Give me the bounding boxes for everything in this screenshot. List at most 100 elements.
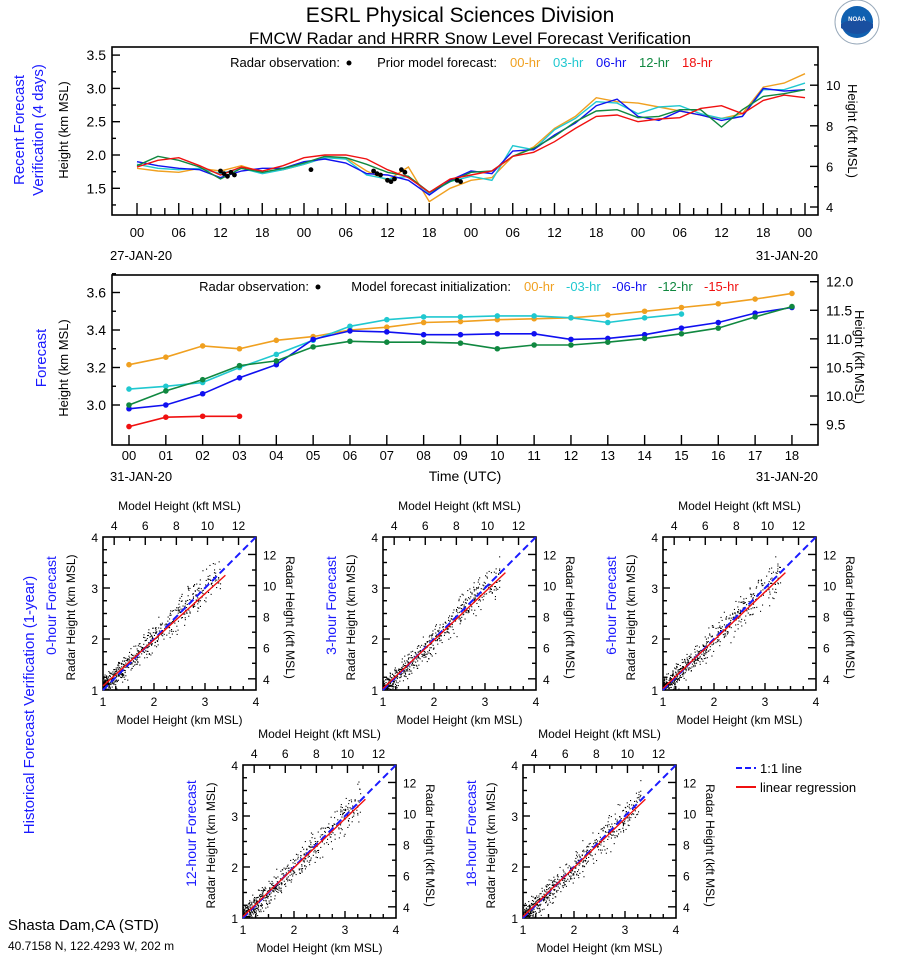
scatter-point xyxy=(471,609,473,611)
scatter-point xyxy=(732,612,734,614)
scatter-point xyxy=(147,634,149,636)
scatter-point xyxy=(526,914,528,916)
scatter-point xyxy=(415,653,417,655)
scatter-point xyxy=(344,809,346,811)
scatter-point xyxy=(295,874,297,876)
scatter-point xyxy=(109,686,111,688)
scatter-point xyxy=(735,600,737,602)
scatter-point xyxy=(777,568,779,570)
scatter-point xyxy=(310,859,312,861)
scatter-point xyxy=(267,906,269,908)
scatter-point xyxy=(619,804,621,806)
scatter-point xyxy=(721,619,723,621)
scatter-point xyxy=(578,859,580,861)
scatter-point xyxy=(749,587,751,589)
scatter-point xyxy=(622,821,624,823)
scatter-point xyxy=(777,570,779,572)
scatter-point xyxy=(211,582,213,584)
scatter-point xyxy=(534,898,536,900)
scatter-point xyxy=(161,634,163,636)
scatter-point xyxy=(399,669,401,671)
scatter-point xyxy=(391,677,393,679)
scatter-point xyxy=(745,615,747,617)
scatter-point xyxy=(691,666,693,668)
scatter-point xyxy=(669,677,671,679)
scatter-point xyxy=(293,870,295,872)
scatter-point xyxy=(184,619,186,621)
scatter-point xyxy=(438,637,440,639)
scatter-point xyxy=(673,675,675,677)
scatter-point xyxy=(600,828,602,830)
legend-obs-marker xyxy=(315,284,321,290)
scatter-point xyxy=(541,909,543,911)
scatter-point xyxy=(398,669,400,671)
scatter-point xyxy=(450,618,452,620)
scatter-point xyxy=(215,572,217,574)
x-tick-label: 3 xyxy=(202,695,209,709)
scatter-point xyxy=(539,893,541,895)
scatter-point xyxy=(582,861,584,863)
scatter-point xyxy=(769,605,771,607)
scatter-point xyxy=(539,904,541,906)
y-tick-label: 1 xyxy=(371,684,378,698)
radar-observation-point xyxy=(371,168,376,174)
scatter-point xyxy=(730,617,732,619)
x2-tick-label: 6 xyxy=(142,519,149,533)
scatter-point xyxy=(777,577,779,579)
scatter-point xyxy=(273,876,275,878)
series-point--03-hr xyxy=(420,314,427,320)
scatter-point xyxy=(528,901,530,903)
scatter-point xyxy=(490,572,492,574)
scatter-point xyxy=(669,683,671,685)
scatter-point xyxy=(315,852,317,854)
scatter-point xyxy=(530,904,532,906)
scatter-point xyxy=(545,900,547,902)
radar-observation-point xyxy=(388,179,394,185)
scatter-point xyxy=(340,827,342,829)
scatter-point xyxy=(141,647,143,649)
scatter-point xyxy=(719,645,721,647)
scatter-point xyxy=(155,630,157,632)
scatter-point xyxy=(671,684,673,686)
scatter-point xyxy=(288,867,290,869)
x-tick-label: 12 xyxy=(564,448,578,463)
scatter-point xyxy=(125,660,127,662)
scatter-point xyxy=(187,599,189,601)
x-axis-label: Model Height (km MSL) xyxy=(536,941,662,955)
scatter-point xyxy=(556,891,558,893)
series-point--12-hr xyxy=(494,345,501,352)
scatter-point xyxy=(317,831,319,833)
scatter-point xyxy=(325,827,327,829)
scatter-point xyxy=(399,669,401,671)
scatter-point xyxy=(251,902,253,904)
x2-tick-label: 12 xyxy=(372,747,386,761)
scatter-point xyxy=(161,624,163,626)
series-point--03-hr xyxy=(568,315,574,321)
scatter-point xyxy=(197,600,199,602)
scatter-point xyxy=(103,676,105,678)
scatter-point xyxy=(136,658,138,660)
scatter-point xyxy=(302,860,304,862)
scatter-point xyxy=(712,626,714,628)
scatter-point xyxy=(154,645,156,647)
scatter-point xyxy=(563,882,565,884)
scatter-point xyxy=(275,877,277,879)
scatter-point xyxy=(257,889,259,891)
scatter-point xyxy=(171,622,173,624)
scatter-point xyxy=(394,669,396,671)
series-point--12-hr xyxy=(420,339,427,345)
scatter-point xyxy=(131,657,133,659)
scatter-point xyxy=(484,593,486,595)
scatter-point xyxy=(250,901,252,903)
scatter-point xyxy=(734,630,736,632)
scatter-point xyxy=(616,830,618,832)
scatter-point xyxy=(276,885,278,887)
scatter-point xyxy=(186,607,188,609)
scatter-point xyxy=(750,608,752,610)
scatter-point xyxy=(531,912,533,914)
scatter-point xyxy=(253,899,255,901)
scatter-point xyxy=(720,616,722,618)
scatter-point xyxy=(320,846,322,848)
scatter-point xyxy=(250,907,252,909)
